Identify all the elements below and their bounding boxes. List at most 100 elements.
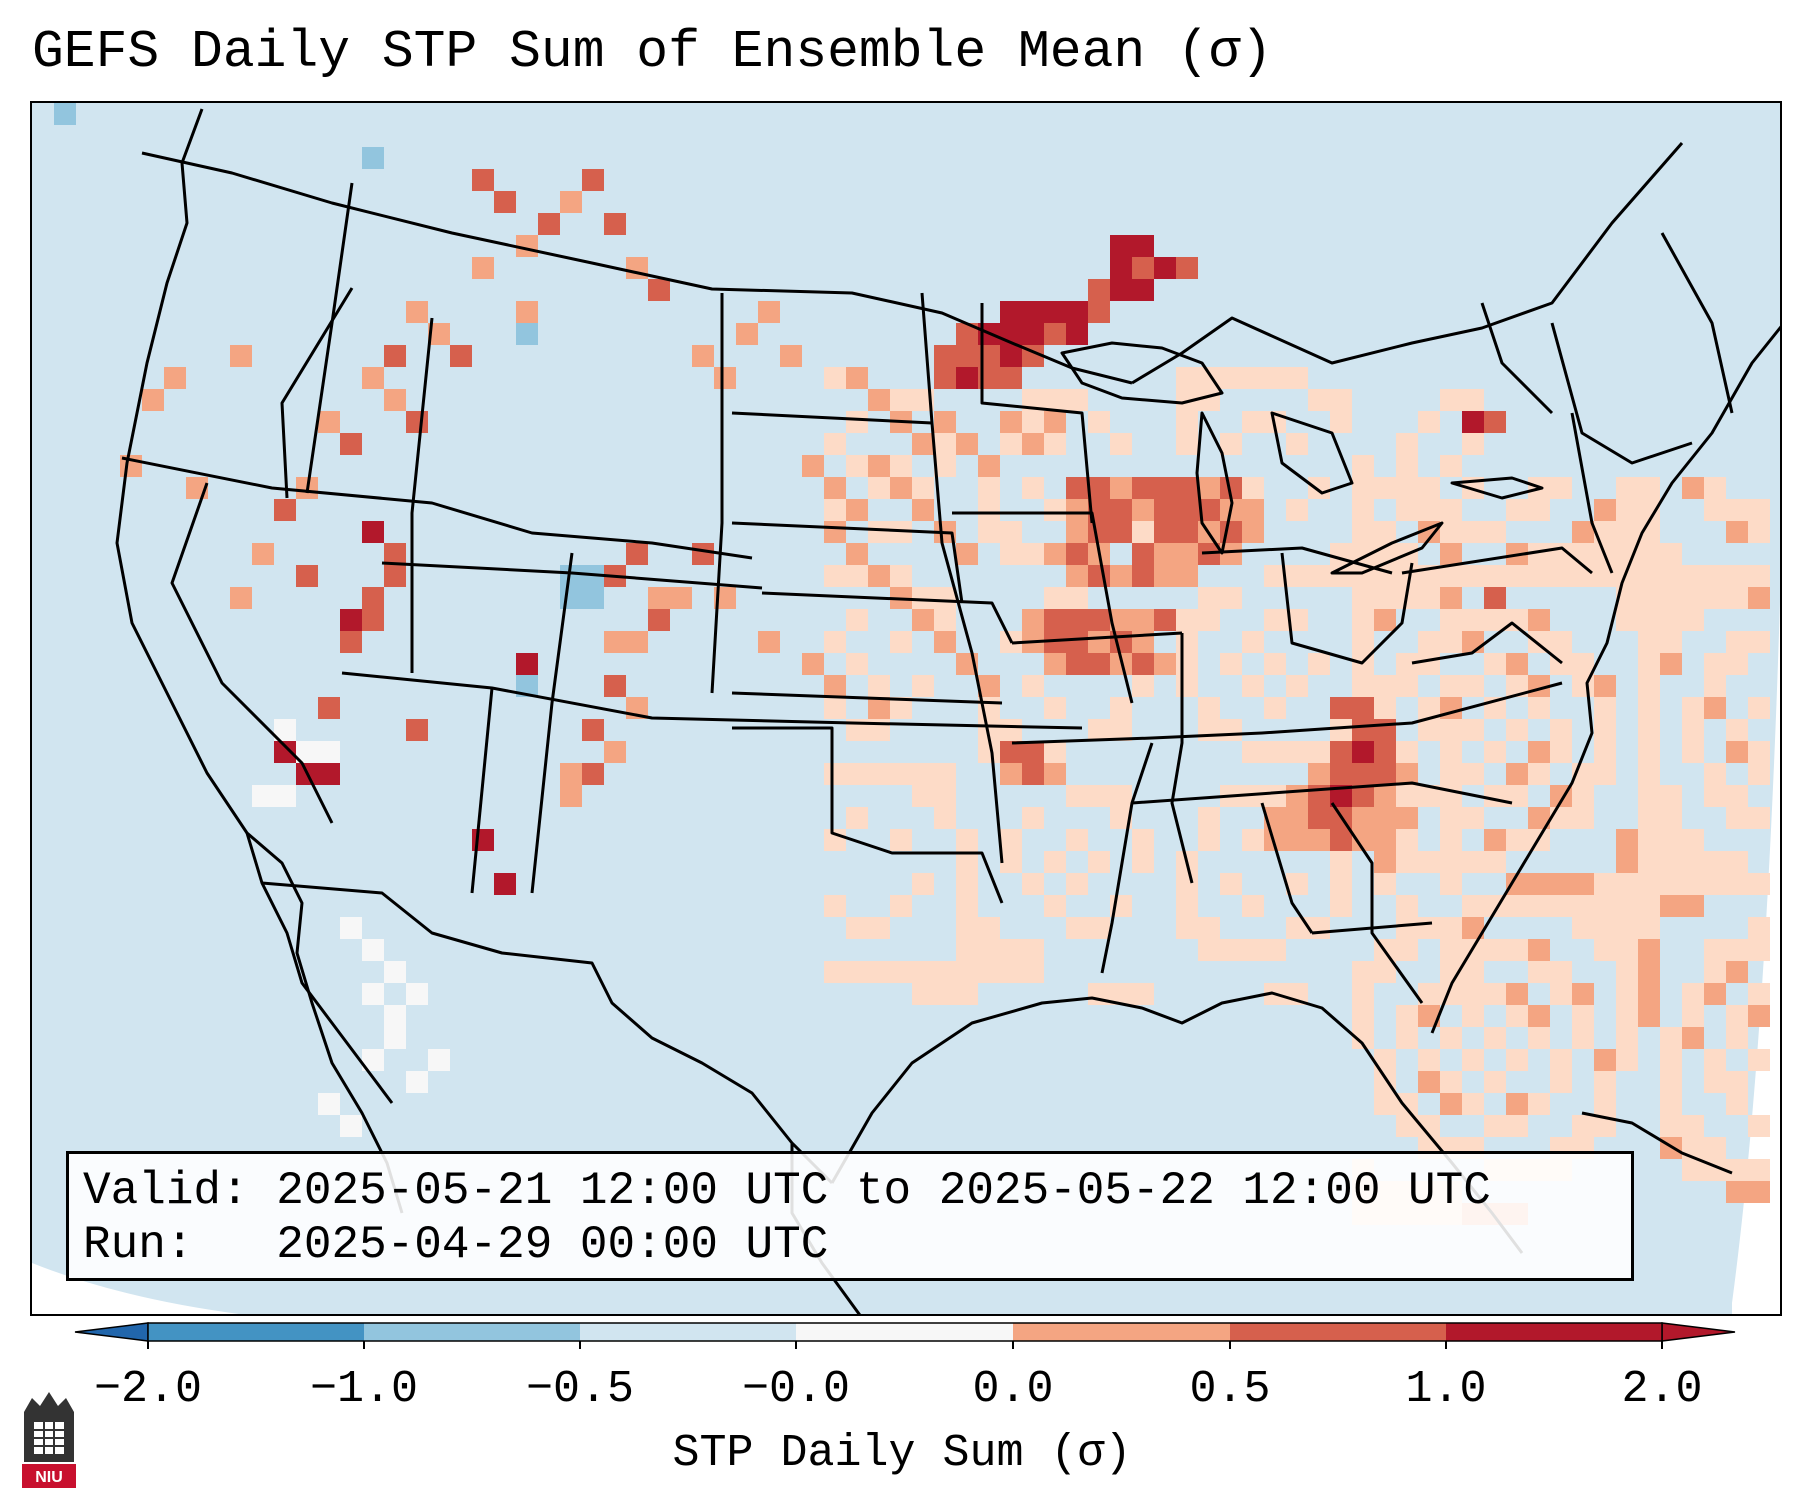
colorbar-tick-label: −0.0: [741, 1364, 851, 1415]
state-line: [731, 411, 933, 425]
stp-cell: [956, 433, 978, 455]
state-line: [731, 521, 964, 604]
stp-cell: [538, 213, 560, 235]
stp-cell: [1066, 631, 1088, 653]
stp-cell: [1616, 961, 1638, 983]
state-line: [1480, 302, 1554, 415]
stp-cell: [1286, 433, 1308, 455]
stp-cell: [956, 939, 978, 961]
stp-cell: [1462, 389, 1484, 411]
state-line: [920, 292, 1004, 864]
stp-cell: [384, 565, 406, 587]
stp-cell: [1396, 785, 1418, 807]
stp-cell: [1616, 1005, 1638, 1027]
stp-cell: [1220, 587, 1242, 609]
stp-cell: [1286, 873, 1308, 895]
stp-cell: [1506, 939, 1528, 961]
stp-cell: [1044, 763, 1066, 785]
stp-cell: [1176, 499, 1198, 521]
stp-cell: [1638, 763, 1660, 785]
stp-cell: [1352, 1027, 1374, 1049]
stp-cell: [1616, 895, 1638, 917]
stp-cell-zero: [406, 983, 428, 1005]
stp-cell: [1396, 829, 1418, 851]
stp-cell: [956, 961, 978, 983]
stp-cell: [846, 763, 868, 785]
stp-cell: [1242, 521, 1264, 543]
stp-cell: [1506, 873, 1528, 895]
stp-cell: [1132, 565, 1154, 587]
stp-cell: [1352, 587, 1374, 609]
stp-cell: [1418, 411, 1440, 433]
stp-cell: [1286, 917, 1308, 939]
stp-cell: [1220, 367, 1242, 389]
stp-cell: [1418, 917, 1440, 939]
stp-cell: [1726, 1005, 1748, 1027]
stp-cell-zero: [252, 785, 274, 807]
us-canada-border-east: [1131, 142, 1684, 385]
stp-cell: [1440, 719, 1462, 741]
stp-cell: [1638, 565, 1660, 587]
stp-cell-zero: [384, 1005, 406, 1027]
stp-cell: [1594, 1115, 1616, 1137]
stp-cell: [1352, 455, 1374, 477]
stp-cell: [868, 521, 890, 543]
stp-cell: [1000, 719, 1022, 741]
stp-cell: [1352, 477, 1374, 499]
stp-cell: [912, 785, 934, 807]
stp-cell: [1066, 917, 1088, 939]
stp-cell: [868, 961, 890, 983]
stp-cell: [1506, 719, 1528, 741]
stp-cell: [274, 741, 296, 763]
stp-cell: [1198, 939, 1220, 961]
stp-cell: [1704, 565, 1726, 587]
stp-cell: [1682, 587, 1704, 609]
colorbar-bin: [1013, 1323, 1230, 1341]
stp-cell: [1506, 653, 1528, 675]
stp-cell: [1418, 697, 1440, 719]
stp-cell: [890, 389, 912, 411]
stp-cell: [1044, 653, 1066, 675]
stp-cell: [1682, 1137, 1704, 1159]
stp-cell: [1110, 807, 1132, 829]
stp-cell: [912, 609, 934, 631]
stp-cell: [890, 631, 912, 653]
stp-cell: [934, 433, 956, 455]
stp-cell: [1022, 873, 1044, 895]
stp-cell: [1594, 895, 1616, 917]
stp-cell: [1066, 323, 1088, 345]
stp-cell: [802, 653, 824, 675]
stp-cell: [1352, 1005, 1374, 1027]
stp-cell: [956, 345, 978, 367]
stp-cell: [1638, 851, 1660, 873]
stp-cell: [1088, 477, 1110, 499]
stp-cell: [384, 345, 406, 367]
stp-cell: [1000, 851, 1022, 873]
stp-cell: [1374, 763, 1396, 785]
stp-cell: [1748, 697, 1770, 719]
stp-cell: [1418, 1005, 1440, 1027]
stp-cell: [1660, 1071, 1682, 1093]
stp-cell: [1022, 609, 1044, 631]
stp-cell: [1088, 917, 1110, 939]
stp-cell: [1264, 565, 1286, 587]
stp-cell: [912, 587, 934, 609]
stp-cell: [978, 455, 1000, 477]
stp-cell: [1066, 587, 1088, 609]
stp-cell: [1726, 587, 1748, 609]
stp-cell: [846, 609, 868, 631]
stp-cell: [1440, 741, 1462, 763]
stp-cell: [1066, 521, 1088, 543]
stp-cell: [1044, 851, 1066, 873]
stp-cell: [1242, 499, 1264, 521]
stp-cell: [1418, 631, 1440, 653]
stp-cell: [890, 565, 912, 587]
stp-cell: [1528, 807, 1550, 829]
stp-cell: [1638, 499, 1660, 521]
stp-cell: [1704, 785, 1726, 807]
stp-cell: [1132, 983, 1154, 1005]
stp-cell: [1704, 851, 1726, 873]
stp-cell: [824, 675, 846, 697]
stp-cell: [1132, 235, 1154, 257]
stp-cell: [1066, 499, 1088, 521]
